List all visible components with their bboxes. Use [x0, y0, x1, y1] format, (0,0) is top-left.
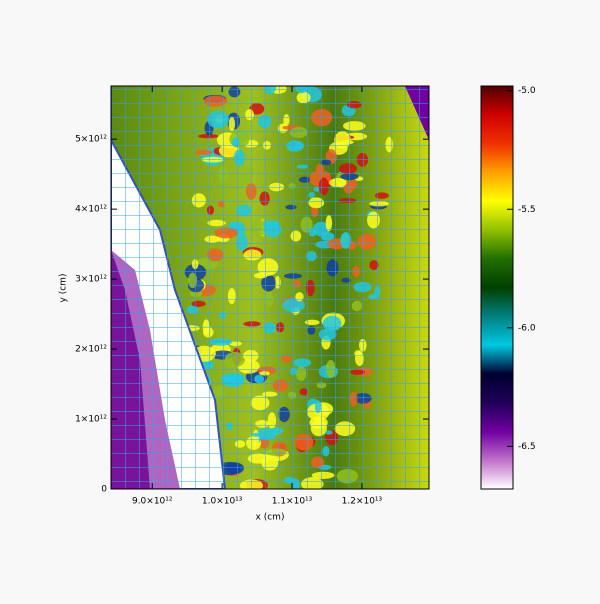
field — [111, 86, 429, 489]
colorbar-tick-label: -6.5 — [518, 442, 536, 452]
colorbar-tick-label: -5.5 — [518, 205, 536, 215]
x-tick-label: 9.0×10¹² — [132, 497, 173, 507]
y-tick-label: 0 — [101, 485, 107, 495]
y-axis-label: y (cm) — [59, 274, 69, 303]
x-tick-label: 1.1×10¹³ — [272, 497, 313, 507]
y-tick-label: 4×10¹² — [75, 205, 107, 215]
colorbar-tick-label: -6.0 — [518, 323, 536, 333]
plot-frame — [110, 85, 430, 490]
y-tick-label: 1×10¹² — [75, 415, 107, 425]
y-tick-label: 5×10¹² — [75, 135, 107, 145]
y-tick-label: 3×10¹² — [75, 275, 107, 285]
colorbar — [480, 85, 514, 490]
x-tick-label: 1.0×10¹³ — [202, 497, 243, 507]
x-axis-label: x (cm) — [256, 513, 285, 523]
y-tick-label: 2×10¹² — [75, 345, 107, 355]
x-tick-label: 1.2×10¹³ — [342, 497, 383, 507]
colorbar-tick-label: -5.0 — [518, 86, 536, 96]
